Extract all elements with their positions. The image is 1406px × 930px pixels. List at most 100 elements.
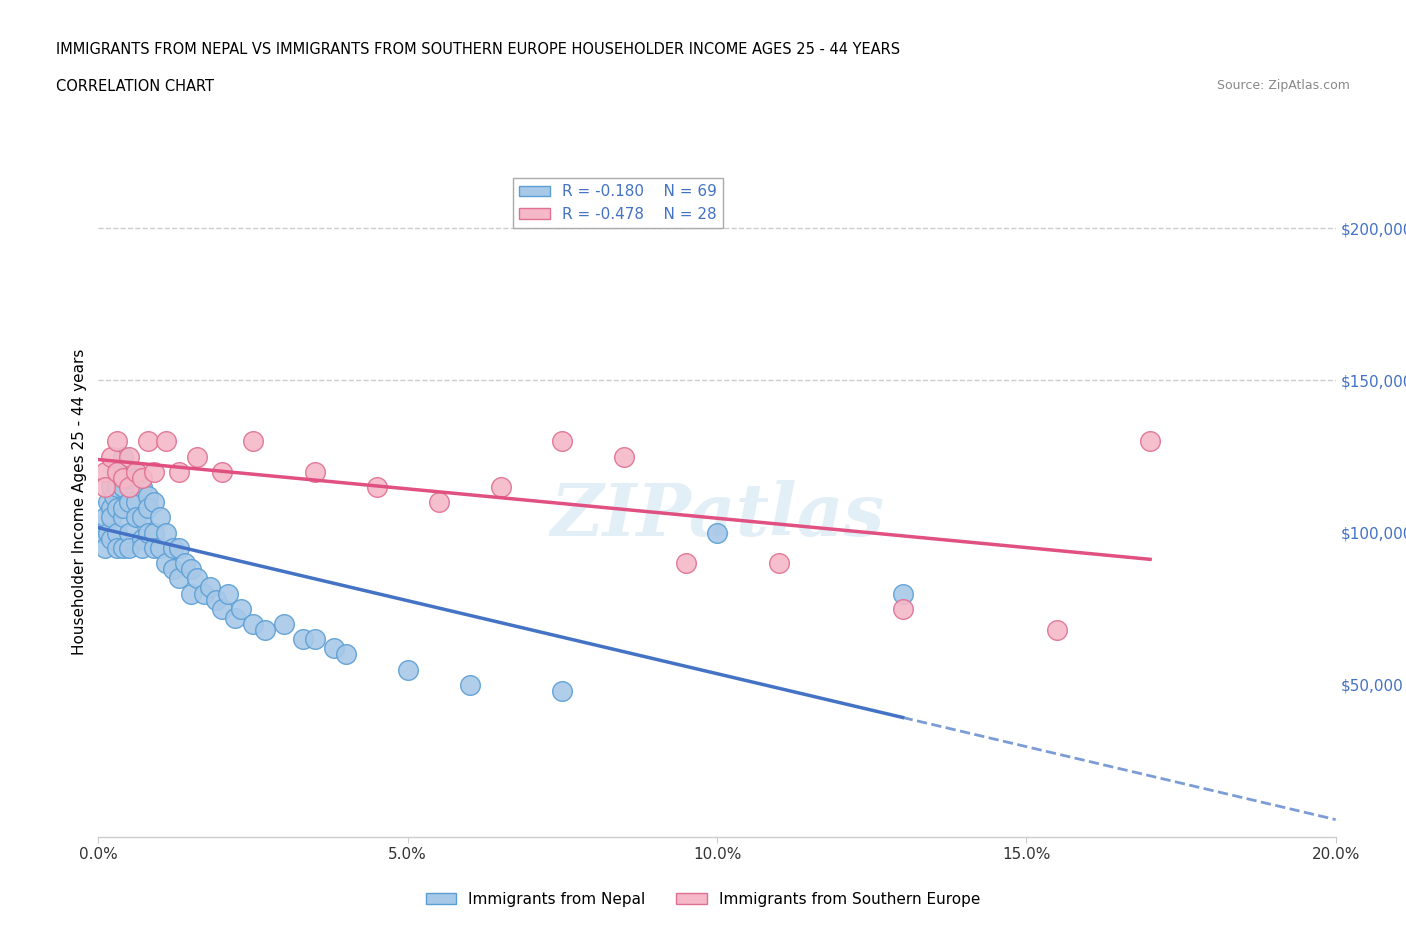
Point [304, 631, 326, 646]
Point [551, 434, 574, 449]
Point [167, 571, 190, 586]
Point [100, 531, 122, 546]
Point [205, 592, 228, 607]
Point [124, 471, 146, 485]
Point [103, 488, 125, 503]
Point [100, 449, 122, 464]
Point [112, 449, 135, 464]
Point [335, 647, 357, 662]
Point [105, 464, 128, 479]
Point [143, 540, 166, 555]
Point [322, 641, 344, 656]
Point [675, 555, 697, 570]
Point [706, 525, 728, 540]
Point [93, 464, 115, 479]
Point [105, 501, 128, 516]
Point [131, 540, 153, 555]
Point [155, 525, 177, 540]
Point [143, 464, 166, 479]
Point [198, 580, 221, 595]
Point [124, 510, 146, 525]
Point [97, 495, 120, 510]
Point [118, 471, 141, 485]
Point [273, 617, 295, 631]
Point [112, 510, 135, 525]
Point [131, 510, 153, 525]
Point [186, 571, 208, 586]
Text: CORRELATION CHART: CORRELATION CHART [56, 79, 214, 94]
Point [242, 434, 264, 449]
Point [167, 540, 190, 555]
Point [124, 464, 146, 479]
Point [149, 510, 172, 525]
Point [100, 510, 122, 525]
Point [143, 495, 166, 510]
Point [136, 501, 159, 516]
Point [551, 684, 574, 698]
Point [211, 464, 233, 479]
Point [131, 480, 153, 495]
Point [186, 449, 208, 464]
Point [131, 471, 153, 485]
Y-axis label: Householder Income Ages 25 - 44 years: Householder Income Ages 25 - 44 years [72, 349, 87, 656]
Point [112, 540, 135, 555]
Point [229, 602, 252, 617]
Point [97, 525, 120, 540]
Point [155, 555, 177, 570]
Point [112, 480, 135, 495]
Point [224, 610, 246, 625]
Point [193, 586, 215, 601]
Point [105, 434, 128, 449]
Point [489, 480, 512, 495]
Point [149, 540, 172, 555]
Point [162, 540, 184, 555]
Point [211, 602, 233, 617]
Point [254, 622, 277, 637]
Point [118, 540, 141, 555]
Point [105, 540, 128, 555]
Point [136, 434, 159, 449]
Point [167, 464, 190, 479]
Text: Source: ZipAtlas.com: Source: ZipAtlas.com [1216, 79, 1350, 92]
Point [366, 480, 388, 495]
Point [136, 525, 159, 540]
Point [217, 586, 239, 601]
Point [891, 602, 914, 617]
Point [105, 480, 128, 495]
Point [124, 495, 146, 510]
Point [1139, 434, 1161, 449]
Point [242, 617, 264, 631]
Point [118, 480, 141, 495]
Point [458, 677, 481, 692]
Point [1046, 622, 1069, 637]
Point [180, 562, 202, 577]
Point [112, 471, 135, 485]
Point [105, 525, 128, 540]
Point [291, 631, 314, 646]
Point [118, 525, 141, 540]
Point [93, 540, 115, 555]
Text: IMMIGRANTS FROM NEPAL VS IMMIGRANTS FROM SOUTHERN EUROPE HOUSEHOLDER INCOME AGES: IMMIGRANTS FROM NEPAL VS IMMIGRANTS FROM… [56, 42, 900, 57]
Point [768, 555, 790, 570]
Point [118, 449, 141, 464]
Text: ZIPatlas: ZIPatlas [550, 480, 884, 551]
Point [613, 449, 636, 464]
Point [90, 525, 112, 540]
Point [118, 495, 141, 510]
Point [891, 586, 914, 601]
Point [155, 434, 177, 449]
Point [124, 464, 146, 479]
Point [162, 562, 184, 577]
Point [112, 501, 135, 516]
Point [100, 501, 122, 516]
Point [93, 510, 115, 525]
Point [100, 480, 122, 495]
Point [174, 555, 197, 570]
Point [143, 525, 166, 540]
Point [180, 586, 202, 601]
Point [105, 464, 128, 479]
Point [427, 495, 450, 510]
Point [93, 480, 115, 495]
Point [304, 464, 326, 479]
Legend: Immigrants from Nepal, Immigrants from Southern Europe: Immigrants from Nepal, Immigrants from S… [419, 886, 987, 913]
